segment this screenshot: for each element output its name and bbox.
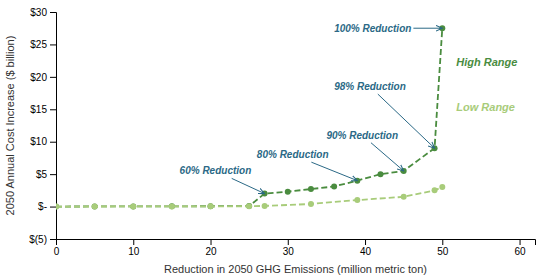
marker [56, 204, 59, 210]
tick-mark [50, 207, 56, 208]
axis-line [57, 240, 536, 246]
marker [308, 201, 314, 207]
y-axis: $(5) $- $5 $10 $15 $20 $25 $30 [29, 7, 56, 245]
x-tick: 30 [283, 239, 295, 257]
annotation-text: 80% Reduction [257, 149, 329, 160]
x-tick: 40 [360, 239, 372, 257]
tick-label: 10 [128, 246, 140, 257]
tick-label: $15 [30, 104, 47, 115]
marker [432, 187, 438, 193]
marker [56, 204, 59, 210]
tick-mark [50, 77, 56, 78]
x-tick: 10 [128, 239, 140, 257]
y-tick: $25 [30, 39, 56, 50]
annotation-arrow [413, 28, 442, 29]
annotation-arrow [232, 178, 265, 193]
tick-label: $(5) [29, 234, 47, 245]
x-axis: 0 10 20 30 40 50 60 [54, 239, 536, 257]
marker [377, 171, 383, 177]
marker [401, 194, 407, 200]
tick-mark [50, 239, 56, 240]
annotation-arrow [371, 143, 404, 171]
marker [130, 203, 136, 209]
annotations: 60% Reduction 80% Reduction 90% Reduction 9… [180, 23, 443, 194]
annotation-arrow [311, 162, 357, 180]
marker [246, 203, 252, 209]
annotation-text: 100% Reduction [334, 23, 411, 34]
marker [246, 203, 252, 209]
series-markers [56, 25, 445, 209]
marker [169, 203, 175, 209]
tick-label: 50 [437, 246, 449, 257]
marker [92, 204, 98, 210]
x-tick: 0 [54, 239, 60, 257]
tick-label: 40 [360, 246, 372, 257]
y-axis-title: 2050 Annual Cost Increase ($ billion) [4, 36, 16, 216]
tick-label: $5 [36, 169, 48, 180]
tick-label: 20 [205, 246, 217, 257]
tick-mark [50, 142, 56, 143]
series-line [56, 28, 442, 206]
tick-mark [50, 109, 56, 110]
y-tick: $20 [30, 72, 56, 83]
annotation-text: 60% Reduction [180, 165, 252, 176]
tick-mark [50, 174, 56, 175]
tick-mark [50, 44, 56, 45]
y-tick: $5 [36, 169, 56, 180]
marker [262, 203, 268, 209]
marker [130, 203, 136, 209]
tick-label: $10 [30, 136, 47, 147]
tick-mark [520, 239, 521, 245]
legend: High Range Low Range [456, 56, 517, 113]
y-tick: $(5) [29, 234, 56, 245]
x-tick: 50 [437, 239, 449, 257]
annotation-text: 98% Reduction [334, 81, 406, 92]
x-tick: 20 [205, 239, 217, 257]
marker [308, 186, 314, 192]
axis-line [50, 13, 57, 240]
marker [285, 189, 291, 195]
tick-mark [211, 239, 212, 245]
marker [92, 203, 98, 209]
tick-label: 0 [54, 246, 60, 257]
tick-mark [133, 239, 134, 245]
x-axis-title: Reduction in 2050 GHG Emissions (million… [164, 263, 427, 275]
tick-label: $30 [30, 7, 47, 18]
annotation-arrow [378, 94, 435, 148]
tick-label: 60 [514, 246, 526, 257]
tick-label: $- [38, 201, 47, 212]
tick-label: 30 [283, 246, 295, 257]
chart: 0 10 20 30 40 50 60 $(5) $- $5 $10 $15 $20 $25 $30 Redu… [0, 0, 545, 279]
y-tick: $- [38, 201, 56, 212]
tick-mark [50, 12, 56, 13]
series-markers [56, 184, 445, 209]
plot-area [56, 25, 445, 209]
y-tick: $10 [30, 136, 56, 147]
tick-mark [442, 239, 443, 245]
tick-label: $20 [30, 72, 47, 83]
y-tick: $15 [30, 104, 56, 115]
marker [354, 197, 360, 203]
marker [439, 184, 445, 190]
marker [208, 203, 214, 209]
marker [208, 203, 214, 209]
tick-mark [365, 239, 366, 245]
tick-mark [288, 239, 289, 245]
legend-entry: Low Range [456, 101, 515, 113]
y-tick: $30 [30, 7, 56, 18]
annotation-text: 90% Reduction [326, 130, 398, 141]
marker [169, 203, 175, 209]
legend-entry: High Range [456, 56, 517, 68]
tick-label: $25 [30, 39, 47, 50]
marker [331, 183, 337, 189]
x-tick: 60 [514, 239, 526, 257]
